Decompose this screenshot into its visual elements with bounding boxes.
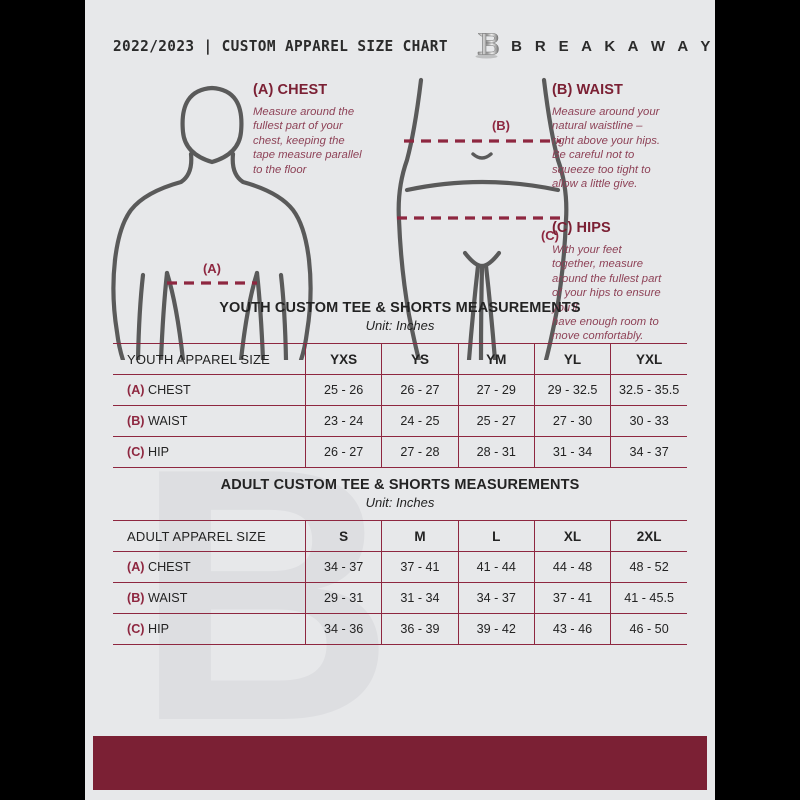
callout-chest-body: Measure around the fullest part of your …: [253, 106, 362, 176]
adult-title-main: ADULT CUSTOM TEE & SHORTS MEASUREMENTS: [220, 477, 580, 493]
youth-apparel-size-header: YOUTH APPAREL SIZE: [113, 343, 306, 375]
adult-row-label-chest: (A) CHEST: [113, 551, 306, 583]
youth-waist-yxl: 30 - 33: [610, 405, 687, 437]
adult-size-col-2: L: [457, 520, 535, 552]
breakaway-b-logo-icon: [475, 33, 499, 59]
youth-size-col-1: YS: [381, 343, 459, 375]
youth-row-label-hip: (C) HIP: [113, 436, 306, 468]
adult-waist-m: 31 - 34: [381, 582, 459, 614]
adult-row-label-hip: (C) HIP: [113, 613, 306, 645]
callout-chest-title: (A) CHEST: [253, 82, 328, 98]
adult-row-name-hip: HIP: [147, 622, 169, 636]
adult-chest-l: 41 - 44: [457, 551, 535, 583]
callout-hips-body: With your feet together, measure around …: [552, 244, 662, 343]
youth-title-unit: Unit: Inches: [365, 318, 435, 333]
adult-chest-xl: 44 - 48: [533, 551, 611, 583]
table-row: (B) WAIST 23 - 24 24 - 25 25 - 27 27 - 3…: [113, 405, 687, 437]
youth-size-col-0: YXS: [304, 343, 382, 375]
youth-waist-yl: 27 - 30: [533, 405, 611, 437]
hips-measure-label: (C): [541, 228, 559, 243]
youth-row-name-waist: WAIST: [147, 414, 188, 428]
youth-section-title: YOUTH CUSTOM TEE & SHORTS MEASUREMENTS U…: [85, 300, 715, 333]
adult-section-title: ADULT CUSTOM TEE & SHORTS MEASUREMENTS U…: [85, 477, 715, 510]
table-row: (A) CHEST 25 - 26 26 - 27 27 - 29 29 - 3…: [113, 374, 687, 406]
brand-block: B R E A K A W A Y: [473, 31, 715, 61]
youth-row-tag-waist: (B): [127, 414, 145, 428]
adult-chest-m: 37 - 41: [381, 551, 459, 583]
adult-hip-s: 34 - 36: [304, 613, 382, 645]
adult-row-tag-hip: (C): [127, 622, 145, 636]
adult-title-unit: Unit: Inches: [365, 495, 435, 510]
table-row: (C) HIP 34 - 36 36 - 39 39 - 42 43 - 46 …: [113, 613, 687, 645]
callout-waist-title: (B) WAIST: [552, 82, 623, 98]
adult-waist-l: 34 - 37: [457, 582, 535, 614]
table-row: (C) HIP 26 - 27 27 - 28 28 - 31 31 - 34 …: [113, 436, 687, 468]
youth-hip-ym: 28 - 31: [457, 436, 535, 468]
youth-row-name-chest: CHEST: [147, 383, 191, 397]
youth-hip-yxl: 34 - 37: [610, 436, 687, 468]
adult-row-tag-waist: (B): [127, 591, 145, 605]
youth-waist-ym: 25 - 27: [457, 405, 535, 437]
page-title: 2022/2023 | CUSTOM APPAREL SIZE CHART: [113, 37, 448, 55]
adult-row-name-chest: CHEST: [147, 560, 191, 574]
youth-chest-ym: 27 - 29: [457, 374, 535, 406]
youth-size-col-3: YL: [533, 343, 611, 375]
youth-chest-ys: 26 - 27: [381, 374, 459, 406]
callout-waist-body: Measure around your natural waistline – …: [552, 106, 661, 191]
adult-size-col-0: S: [304, 520, 382, 552]
callout-chest: (A) CHEST Measure around the fullest par…: [253, 82, 393, 177]
adult-size-table: ADULT APPAREL SIZE S M L XL 2XL (A) CHES…: [113, 520, 687, 645]
youth-hip-yxs: 26 - 27: [304, 436, 382, 468]
youth-row-tag-hip: (C): [127, 445, 145, 459]
youth-title-main: YOUTH CUSTOM TEE & SHORTS MEASUREMENTS: [219, 300, 581, 316]
youth-row-label-chest: (A) CHEST: [113, 374, 306, 406]
callout-waist: (B) WAIST Measure around your natural wa…: [552, 82, 700, 191]
brand-name: B R E A K A W A Y: [511, 37, 715, 55]
adult-size-col-4: 2XL: [610, 520, 687, 552]
table-header-row: ADULT APPAREL SIZE S M L XL 2XL: [113, 520, 687, 552]
table-header-row: YOUTH APPAREL SIZE YXS YS YM YL YXL: [113, 343, 687, 375]
adult-waist-s: 29 - 31: [304, 582, 382, 614]
adult-waist-2xl: 41 - 45.5: [610, 582, 687, 614]
table-row: (B) WAIST 29 - 31 31 - 34 34 - 37 37 - 4…: [113, 582, 687, 614]
adult-hip-2xl: 46 - 50: [610, 613, 687, 645]
adult-row-label-waist: (B) WAIST: [113, 582, 306, 614]
adult-apparel-size-header: ADULT APPAREL SIZE: [113, 520, 306, 552]
footer-accent-bar: [93, 736, 707, 790]
youth-chest-yxl: 32.5 - 35.5: [610, 374, 687, 406]
adult-row-name-waist: WAIST: [147, 591, 188, 605]
page-header: 2022/2023 | CUSTOM APPAREL SIZE CHART: [85, 28, 715, 64]
youth-chest-yxs: 25 - 26: [304, 374, 382, 406]
youth-hip-ys: 27 - 28: [381, 436, 459, 468]
adult-size-col-1: M: [381, 520, 459, 552]
youth-waist-yxs: 23 - 24: [304, 405, 382, 437]
size-chart-page: B 2022/2023 | CUSTOM APPAREL SIZE CHART: [85, 0, 715, 800]
adult-hip-xl: 43 - 46: [533, 613, 611, 645]
youth-row-tag-chest: (A): [127, 383, 145, 397]
adult-hip-l: 39 - 42: [457, 613, 535, 645]
youth-size-col-4: YXL: [610, 343, 687, 375]
table-row: (A) CHEST 34 - 37 37 - 41 41 - 44 44 - 4…: [113, 551, 687, 583]
adult-row-tag-chest: (A): [127, 560, 145, 574]
youth-chest-yl: 29 - 32.5: [533, 374, 611, 406]
youth-row-name-hip: HIP: [147, 445, 169, 459]
adult-chest-s: 34 - 37: [304, 551, 382, 583]
youth-waist-ys: 24 - 25: [381, 405, 459, 437]
adult-waist-xl: 37 - 41: [533, 582, 611, 614]
youth-row-label-waist: (B) WAIST: [113, 405, 306, 437]
youth-hip-yl: 31 - 34: [533, 436, 611, 468]
waist-measure-label: (B): [492, 118, 510, 133]
adult-chest-2xl: 48 - 52: [610, 551, 687, 583]
youth-size-table: YOUTH APPAREL SIZE YXS YS YM YL YXL (A) …: [113, 343, 687, 468]
chest-measure-label: (A): [203, 261, 221, 276]
callout-hips-title: (C) HIPS: [552, 220, 611, 236]
adult-size-col-3: XL: [533, 520, 611, 552]
callout-hips: (C) HIPS With your feet together, measur…: [552, 220, 700, 344]
youth-size-col-2: YM: [457, 343, 535, 375]
adult-hip-m: 36 - 39: [381, 613, 459, 645]
